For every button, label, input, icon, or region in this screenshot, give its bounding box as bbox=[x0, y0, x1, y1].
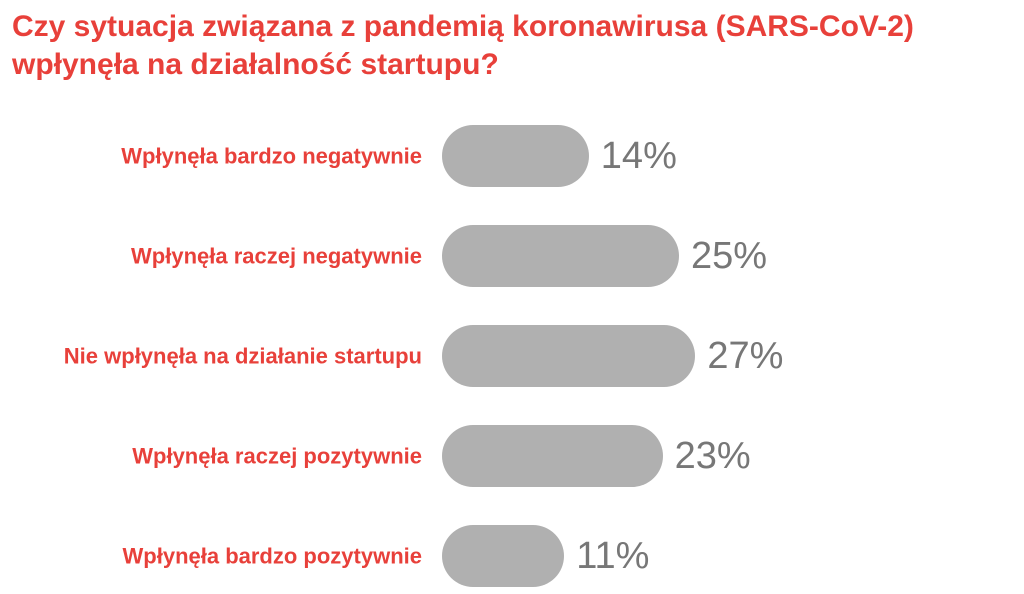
bar bbox=[442, 425, 663, 487]
value-label: 25% bbox=[691, 235, 768, 277]
bar bbox=[442, 125, 589, 187]
value-label: 11% bbox=[576, 535, 650, 577]
chart-title: Czy sytuacja związana z pandemią koronaw… bbox=[12, 10, 914, 81]
bar bbox=[442, 325, 696, 387]
category-label: Wpłynęła bardzo pozytywnie bbox=[122, 543, 422, 569]
category-label: Wpłynęła raczej negatywnie bbox=[131, 243, 422, 269]
bar bbox=[442, 525, 565, 587]
value-label: 23% bbox=[674, 435, 751, 477]
category-label: Wpłynęła raczej pozytywnie bbox=[132, 443, 422, 469]
category-label: Wpłynęła bardzo negatywnie bbox=[121, 143, 422, 169]
bar bbox=[442, 225, 679, 287]
category-label: Nie wpłynęła na działanie startupu bbox=[63, 343, 422, 369]
value-label: 27% bbox=[707, 335, 784, 377]
value-label: 14% bbox=[600, 135, 677, 177]
